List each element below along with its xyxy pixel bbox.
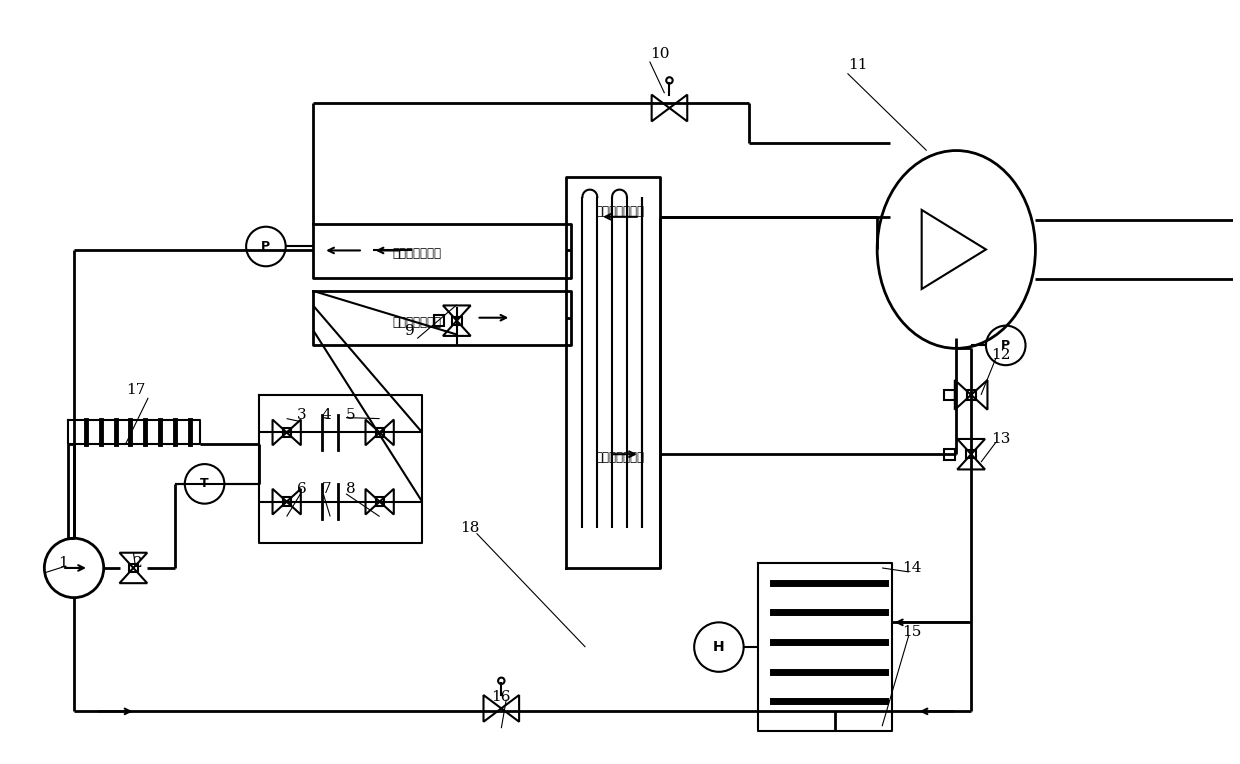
- Text: 二次侧给出入口: 二次侧给出入口: [393, 316, 441, 329]
- Text: 18: 18: [460, 521, 480, 536]
- Text: 3: 3: [296, 408, 306, 422]
- Text: 16: 16: [491, 690, 511, 704]
- Text: 1: 1: [58, 556, 68, 570]
- Text: 10: 10: [650, 47, 670, 60]
- Text: 8: 8: [346, 482, 356, 496]
- Text: H: H: [713, 640, 724, 654]
- Text: 5: 5: [346, 408, 356, 422]
- Text: 17: 17: [125, 383, 145, 397]
- Text: 13: 13: [991, 432, 1011, 446]
- Text: 2: 2: [134, 556, 143, 570]
- Text: 6: 6: [296, 482, 306, 496]
- Text: 7: 7: [321, 482, 331, 496]
- Text: 9: 9: [405, 324, 415, 338]
- Text: 12: 12: [991, 348, 1011, 362]
- Text: P: P: [262, 240, 270, 253]
- Text: 15: 15: [901, 625, 921, 639]
- Text: P: P: [1001, 339, 1011, 352]
- Text: 一次侧流体出口: 一次侧流体出口: [595, 451, 645, 464]
- Text: 4: 4: [321, 408, 331, 422]
- Text: 11: 11: [848, 59, 867, 73]
- Text: T: T: [201, 478, 208, 490]
- Text: 一次侧流体入口: 一次侧流体入口: [595, 206, 645, 219]
- Text: 14: 14: [901, 561, 921, 575]
- Text: 二次侧蒸气出口: 二次侧蒸气出口: [393, 247, 441, 260]
